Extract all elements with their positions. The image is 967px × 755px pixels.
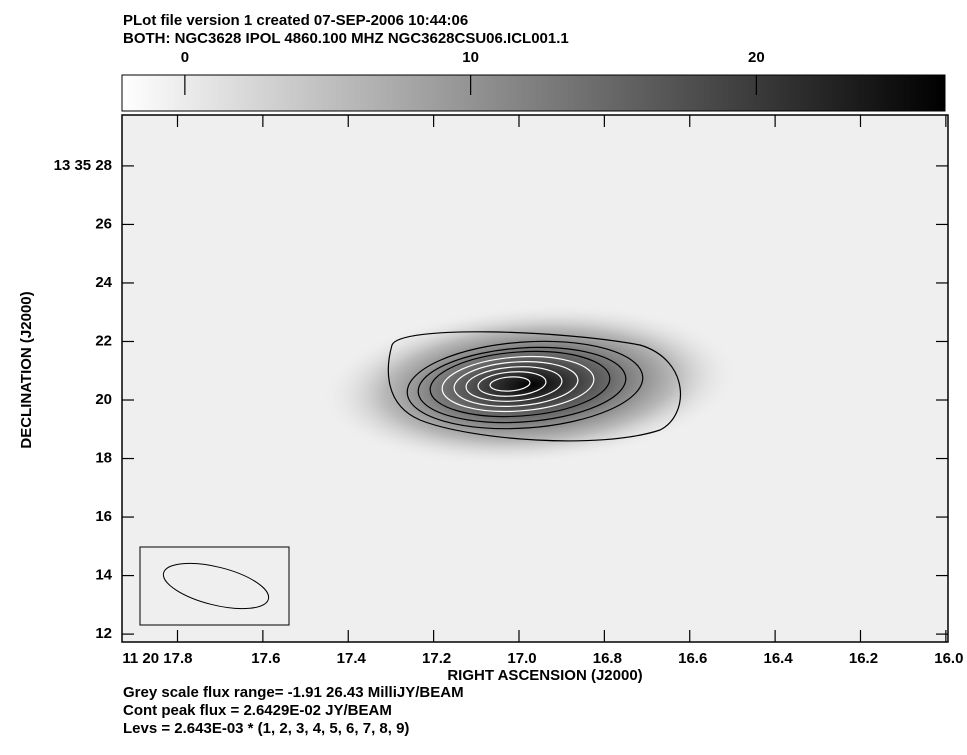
colorbar [121, 74, 946, 112]
contours [387, 331, 682, 442]
note: Cont peak flux = 2.6429E-02 JY/BEAM [123, 702, 392, 719]
y-tick-label: 20 [95, 391, 112, 408]
beam-box [139, 546, 290, 626]
title: PLot file version 1 created 07-SEP-2006 … [123, 12, 468, 29]
beam [162, 562, 270, 610]
y-tick-label: 24 [95, 274, 112, 291]
colorbar-tick-label: 10 [462, 49, 479, 66]
x-tick-label: 16.2 [849, 650, 878, 667]
x-tick-label: 17.2 [422, 650, 451, 667]
y-tick-label: 18 [95, 449, 112, 466]
y-axis-label: DECLINATION (J2000) [18, 291, 35, 448]
subtitle: BOTH: NGC3628 IPOL 4860.100 MHZ NGC3628C… [123, 30, 569, 47]
colorbar-tick-label: 0 [181, 49, 189, 66]
y-tick-label: 13 35 28 [54, 157, 112, 174]
x-tick-label: 11 20 17.8 [122, 650, 192, 667]
x-axis-label: RIGHT ASCENSION (J2000) [447, 667, 642, 684]
y-tick-label: 16 [95, 508, 112, 525]
x-tick-label: 16.4 [764, 650, 794, 667]
y-tick-label: 14 [95, 567, 112, 584]
y-tick-label: 12 [95, 625, 112, 642]
x-tick-label: 17.6 [251, 650, 280, 667]
y-tick-label: 26 [95, 215, 112, 232]
x-tick-label: 17.4 [337, 650, 367, 667]
x-tick-label: 16.6 [678, 650, 707, 667]
note: Levs = 2.643E-03 * (1, 2, 3, 4, 5, 6, 7,… [123, 720, 409, 737]
x-tick-label: 17.0 [507, 650, 536, 667]
colorbar-tick-label: 20 [748, 49, 765, 66]
y-tick-label: 22 [95, 332, 112, 349]
x-tick-label: 16.0 [934, 650, 963, 667]
x-tick-label: 16.8 [593, 650, 622, 667]
note: Grey scale flux range= -1.91 26.43 Milli… [123, 684, 464, 701]
